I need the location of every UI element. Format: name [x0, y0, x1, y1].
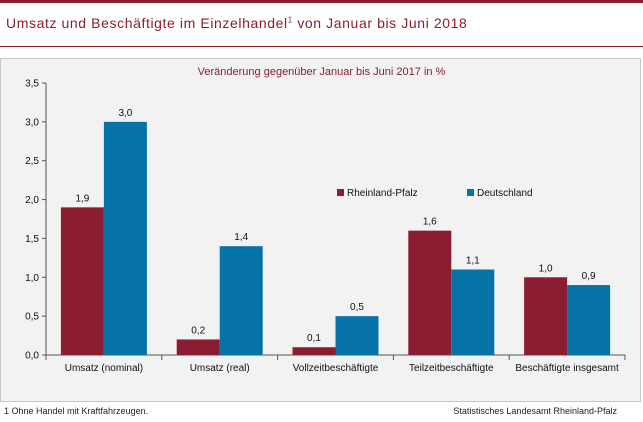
bar-rheinland-pfalz — [176, 339, 220, 355]
y-tick-label: 0,5 — [25, 312, 39, 323]
legend-swatch — [467, 189, 474, 196]
title-text: Umsatz und Beschäftigte im Einzelhandel — [6, 15, 288, 31]
y-tick-label: 3,0 — [25, 117, 39, 128]
bar-deutschland — [335, 316, 379, 355]
bar-deutschland — [219, 246, 263, 355]
data-label: 1,6 — [423, 217, 437, 228]
source-note: Statistisches Landesamt Rheinland-Pfalz — [453, 406, 617, 416]
y-tick-label: 0,0 — [25, 351, 39, 362]
bar-chart: 0,0 0,5 1,0 1,5 2,0 2,5 3,0 3,5 Umsatz (nominal)… — [25, 79, 626, 374]
data-label: 0,1 — [307, 333, 321, 344]
legend-label: Deutschland — [477, 188, 533, 199]
top-rule — [0, 0, 643, 3]
x-tick-label: Umsatz (real) — [190, 363, 250, 374]
title-text-rest: von Januar bis Juni 2018 — [292, 15, 468, 31]
y-tick-label: 2,5 — [25, 156, 39, 167]
x-tick-label: Beschäftigte insgesamt — [515, 363, 619, 374]
bar-deutschland — [451, 269, 495, 355]
footnote: 1 Ohne Handel mit Kraftfahrzeugen. — [4, 406, 149, 416]
data-label: 1,0 — [539, 263, 553, 274]
y-tick-label: 3,5 — [25, 79, 39, 90]
data-label: 1,4 — [234, 232, 248, 243]
x-tick-label: Teilzeitbeschäftigte — [409, 363, 494, 374]
y-tick-label: 2,0 — [25, 195, 39, 206]
legend-swatch — [337, 189, 344, 196]
data-label: 1,9 — [75, 193, 89, 204]
y-tick-label: 1,5 — [25, 234, 39, 245]
data-label: 0,9 — [582, 271, 596, 282]
bar-deutschland — [567, 285, 611, 355]
bar-rheinland-pfalz — [408, 230, 452, 355]
title-footnote-mark: 1 — [287, 15, 293, 25]
bar-rheinland-pfalz — [60, 207, 104, 355]
x-tick-label: Vollzeitbeschäftigte — [293, 363, 379, 374]
y-tick-label: 1,0 — [25, 273, 39, 284]
x-tick-label: Umsatz (nominal) — [65, 363, 143, 374]
data-label: 3,0 — [118, 108, 132, 119]
chart-subtitle: Veränderung gegenüber Januar bis Juni 20… — [197, 66, 446, 78]
data-label: 0,2 — [191, 325, 205, 336]
legend-label: Rheinland-Pfalz — [347, 188, 418, 199]
data-label: 0,5 — [350, 302, 364, 313]
bar-deutschland — [103, 121, 147, 355]
data-label: 1,1 — [466, 256, 480, 267]
bar-rheinland-pfalz — [524, 277, 568, 355]
title-rule — [0, 46, 643, 47]
bar-rheinland-pfalz — [292, 347, 336, 355]
page-title: Umsatz und Beschäftigte im Einzelhandel1… — [6, 15, 467, 31]
